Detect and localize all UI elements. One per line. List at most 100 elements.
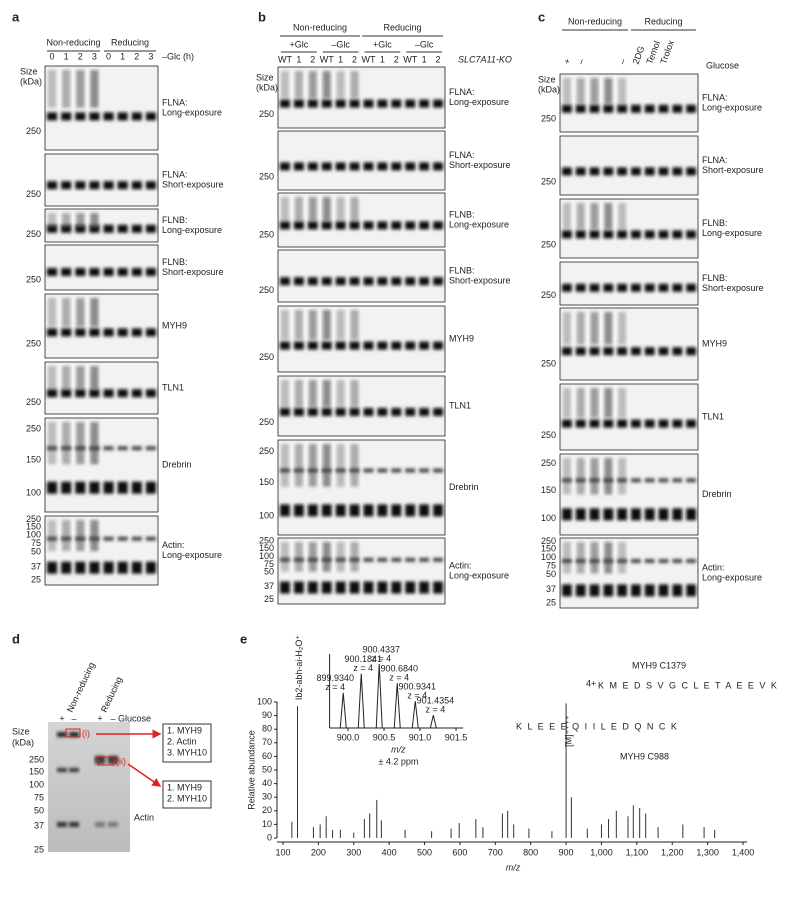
- isotope-label: z = 4: [425, 705, 445, 715]
- band: [280, 581, 290, 594]
- band: [405, 99, 416, 108]
- blot-label: MYH9: [162, 320, 187, 330]
- band: [377, 468, 388, 473]
- lane-label: 2: [134, 51, 139, 61]
- smear: [563, 542, 571, 574]
- band: [575, 508, 586, 521]
- band: [103, 389, 114, 398]
- band: [575, 584, 586, 597]
- blot-frame: [277, 192, 446, 248]
- group-label: Non-reducing: [293, 22, 347, 32]
- band: [293, 504, 304, 517]
- band: [658, 478, 669, 483]
- band: [433, 162, 443, 171]
- band: [131, 328, 142, 337]
- band: [617, 559, 627, 563]
- band: [349, 221, 360, 230]
- x-tick-label: 400: [382, 847, 397, 857]
- band: [75, 268, 86, 276]
- panel-letter: b: [258, 9, 266, 24]
- band: [145, 268, 156, 276]
- band: [391, 221, 402, 230]
- band: [686, 478, 696, 483]
- band: [686, 419, 696, 428]
- band: [672, 104, 683, 113]
- band: [644, 559, 655, 563]
- smear: [48, 70, 57, 108]
- band: [321, 162, 332, 171]
- size-marker: 250: [259, 109, 274, 119]
- smear: [618, 312, 626, 345]
- size-marker: 250: [259, 171, 274, 181]
- band: [349, 162, 360, 171]
- y-tick-label: 60: [262, 751, 272, 761]
- id-item: 3. MYH10: [167, 747, 207, 757]
- band: [61, 112, 72, 121]
- band: [131, 181, 142, 190]
- band: [644, 230, 655, 239]
- id-box: [162, 780, 212, 809]
- lane-label: 1: [120, 51, 125, 61]
- blot-frame: [44, 244, 159, 291]
- blot-frame: [44, 153, 159, 207]
- lane-label: +: [97, 713, 102, 723]
- band: [335, 341, 346, 350]
- smear: [590, 458, 599, 495]
- band: [603, 167, 614, 176]
- smear: [576, 203, 585, 230]
- blot-label: FLNB:: [702, 218, 728, 228]
- blot-label: Drebrin: [702, 489, 732, 499]
- band: [335, 221, 346, 230]
- smear: [322, 197, 331, 222]
- smear: [590, 542, 599, 574]
- band: [644, 419, 655, 428]
- size-marker: 37: [546, 584, 556, 594]
- peptide-seq: K L E E E Q I I L E D Q N C K: [516, 721, 678, 731]
- blot-label: FLNA:: [449, 150, 475, 160]
- blot-label: Long-exposure: [702, 228, 762, 238]
- smear: [604, 388, 613, 418]
- band: [131, 389, 142, 398]
- smear: [48, 213, 57, 228]
- y-tick-label: 10: [262, 819, 272, 829]
- band: [658, 419, 669, 428]
- band: [433, 581, 443, 594]
- band: [89, 268, 100, 276]
- band: [419, 408, 430, 416]
- id-item: 1. MYH9: [167, 782, 202, 792]
- band: [321, 221, 332, 230]
- lane-label: WT: [361, 54, 375, 64]
- size-marker: 250: [29, 754, 44, 764]
- smear: [336, 380, 345, 407]
- blot-label: Short-exposure: [162, 179, 224, 189]
- x-tick-label: 900: [559, 847, 574, 857]
- smear: [604, 312, 613, 345]
- size-marker: 25: [264, 594, 274, 604]
- band: [672, 347, 683, 356]
- size-marker: 100: [26, 488, 41, 498]
- band: [617, 347, 627, 356]
- size-marker: 75: [264, 559, 274, 569]
- band: [377, 504, 388, 517]
- peptide-name: MYH9 C988: [620, 751, 669, 761]
- size-label: Size: [538, 74, 556, 84]
- band: [47, 536, 58, 541]
- band: [145, 536, 156, 541]
- band: [617, 104, 627, 113]
- band: [131, 112, 142, 121]
- band: [335, 277, 346, 286]
- band: [293, 277, 304, 286]
- band: [321, 581, 332, 594]
- smear: [48, 422, 57, 465]
- smear: [62, 298, 71, 327]
- band: [280, 277, 290, 286]
- gel: [48, 722, 130, 852]
- band: [658, 230, 669, 239]
- band: [61, 536, 72, 541]
- blot-frame: [277, 375, 446, 437]
- band: [321, 468, 332, 473]
- lane-label: 2: [436, 54, 441, 64]
- band: [103, 268, 114, 276]
- blot-label: MYH9: [449, 333, 474, 343]
